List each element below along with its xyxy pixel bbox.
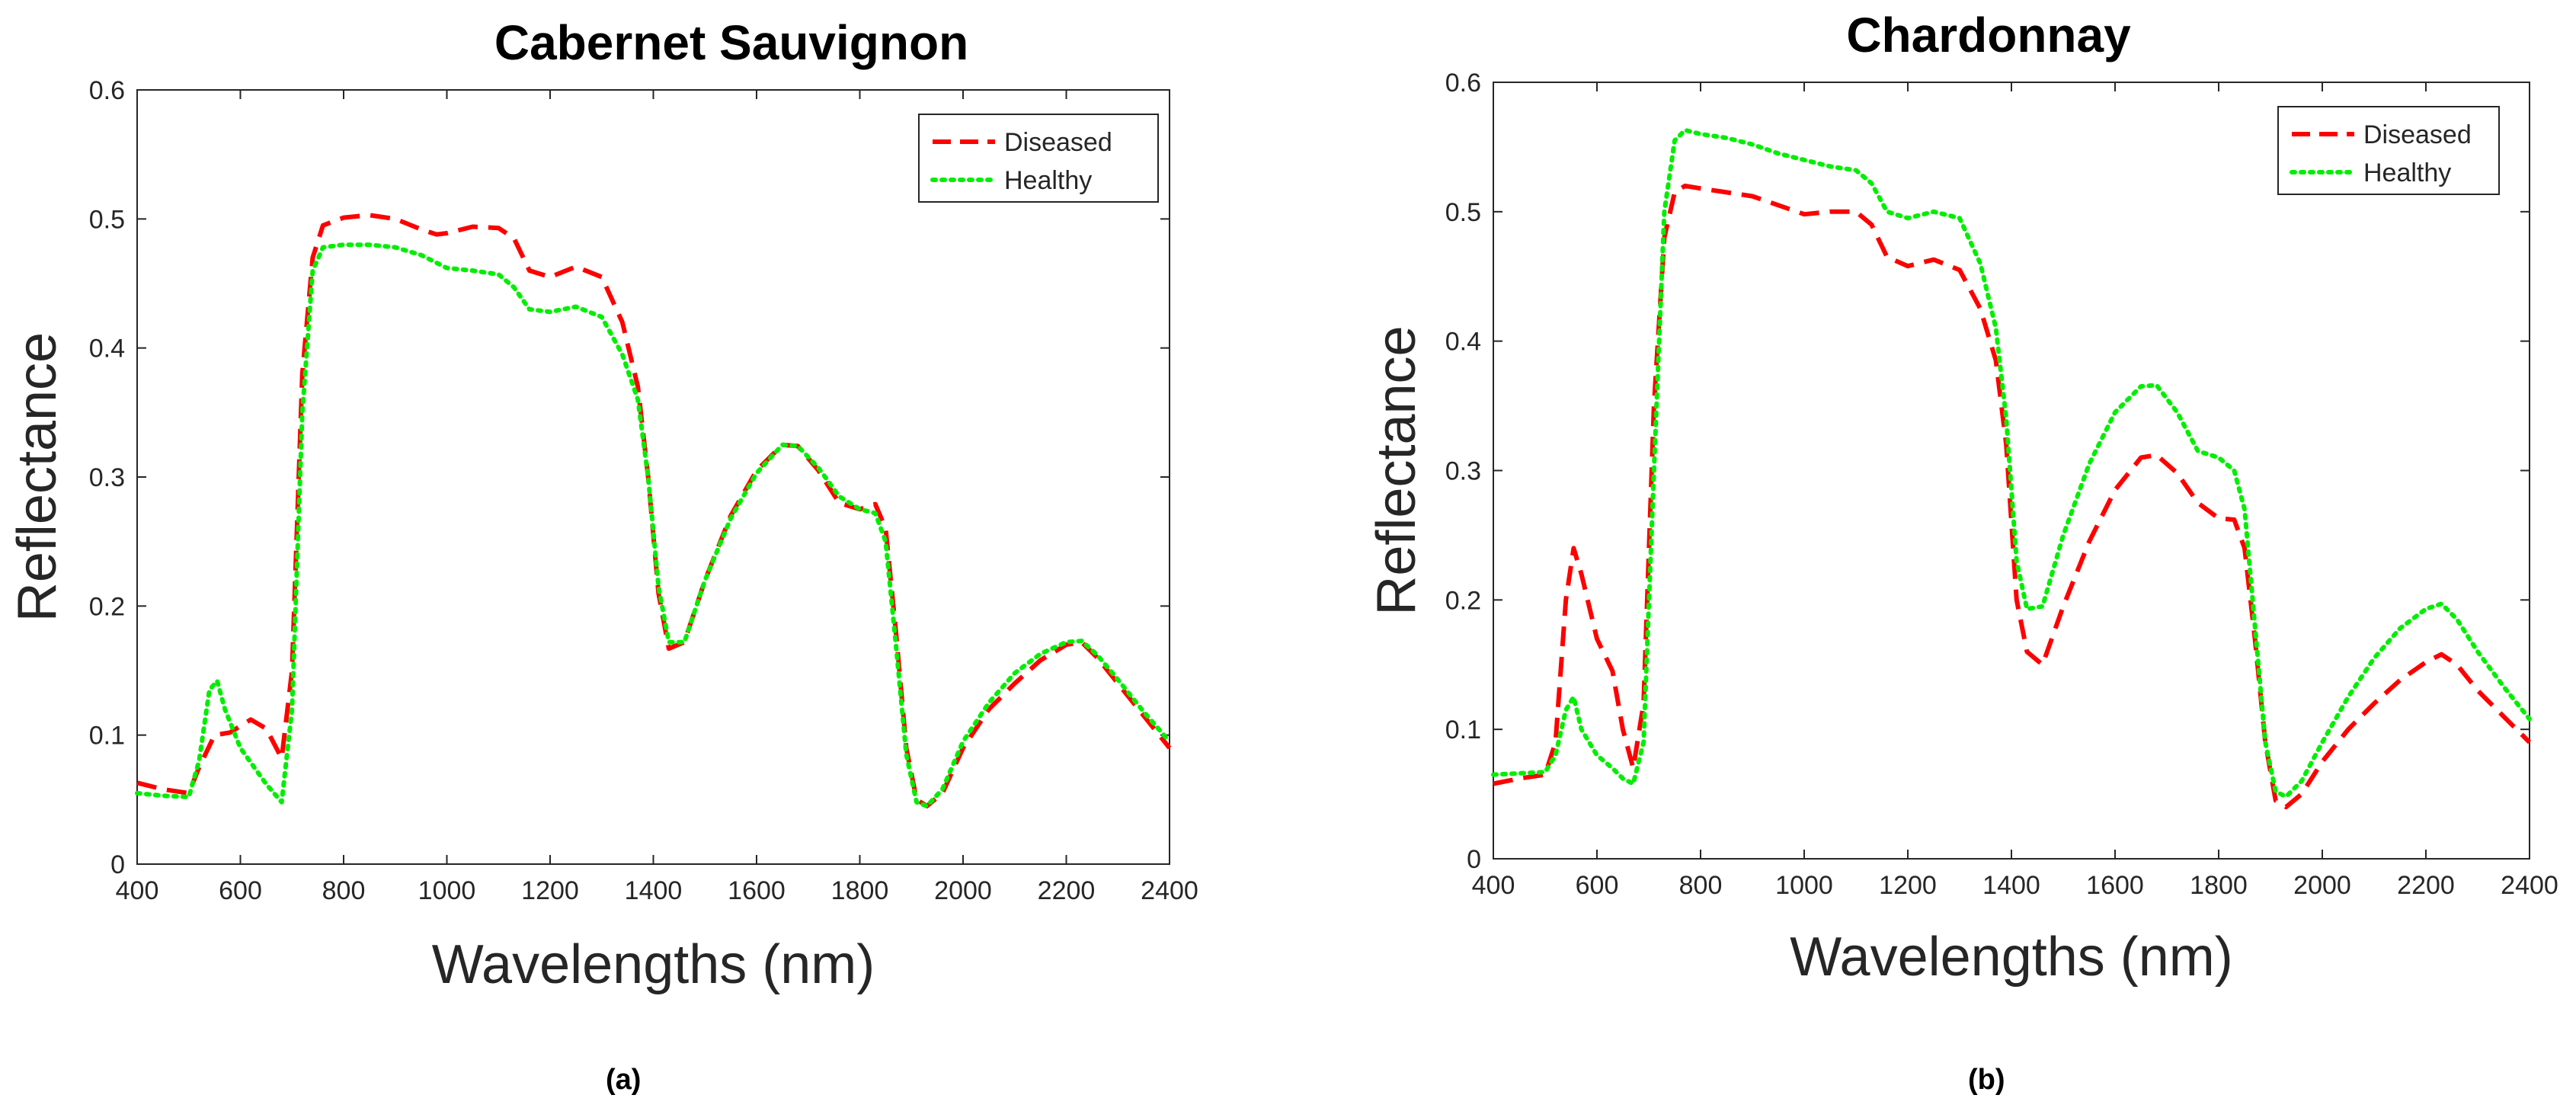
- x-tick-label: 600: [1576, 871, 1619, 900]
- y-tick-label: 0.1: [1445, 716, 1481, 744]
- y-tick-label: 0.1: [89, 722, 125, 751]
- legend-box: [2277, 106, 2500, 195]
- series-line-healthy: [1491, 127, 2532, 799]
- series-line-diseased: [1493, 183, 2532, 810]
- x-tick-label: 2400: [2501, 871, 2558, 900]
- x-tick-label: 1000: [418, 876, 476, 905]
- x-tick-label: 400: [1472, 871, 1515, 900]
- panel-caption-a: (a): [606, 1064, 642, 1096]
- x-tick-label: 600: [219, 876, 262, 905]
- chart-cabernet-sauvignon: 400 600 800 1000 1200 1400 1600 1800 2000 2200 240…: [7, 15, 1198, 995]
- x-tick-label: 1800: [2190, 871, 2248, 900]
- x-tick-label: 400: [116, 876, 159, 905]
- y-tick-label: 0: [1467, 845, 1481, 874]
- legend-label-diseased: Diseased: [2363, 120, 2472, 149]
- x-axis-label: Wavelengths (nm): [1790, 927, 2233, 988]
- x-tick-label: 1200: [521, 876, 579, 905]
- legend-box: [918, 114, 1159, 203]
- y-tick-label: 0.6: [89, 76, 125, 105]
- x-tick-label: 1200: [1879, 871, 1937, 900]
- chart-title: Chardonnay: [1846, 8, 2131, 62]
- y-tick-label: 0.2: [1445, 586, 1481, 615]
- x-tick-label: 2200: [1038, 876, 1096, 905]
- x-tick-label: 2000: [2293, 871, 2351, 900]
- x-tick-label: 1400: [625, 876, 683, 905]
- y-tick-label: 0: [110, 850, 125, 879]
- x-tick-label: 1600: [2086, 871, 2144, 900]
- legend-label-healthy: Healthy: [2363, 158, 2451, 187]
- plot-area: [136, 89, 1170, 865]
- chart-title: Cabernet Sauvignon: [494, 15, 968, 70]
- y-tick-label: 0.3: [89, 463, 125, 492]
- x-tick-label: 1400: [1982, 871, 2040, 900]
- x-tick-label: 2200: [2397, 871, 2455, 900]
- x-tick-label: 2400: [1141, 876, 1198, 905]
- legend-label-healthy: Healthy: [1004, 166, 1092, 195]
- y-tick-label: 0.5: [89, 205, 125, 234]
- panel-caption-b: (b): [1968, 1064, 2005, 1096]
- x-tick-label: 800: [1679, 871, 1723, 900]
- x-tick-label: 1000: [1775, 871, 1833, 900]
- y-tick-label: 0.6: [1445, 69, 1481, 98]
- y-axis-label: Reflectance: [7, 332, 68, 622]
- x-tick-label: 800: [322, 876, 366, 905]
- series-line-healthy: [135, 242, 1172, 808]
- y-tick-label: 0.5: [1445, 198, 1481, 227]
- y-axis-label: Reflectance: [1366, 325, 1427, 615]
- chart-chardonnay: 400 600 800 1000 1200 1400 1600 1800 2000 2200 240…: [1366, 8, 2558, 988]
- y-tick-label: 0.4: [89, 335, 125, 363]
- y-tick-label: 0.4: [1445, 328, 1481, 357]
- x-tick-label: 1600: [728, 876, 786, 905]
- y-tick-label: 0.2: [89, 592, 125, 621]
- x-tick-label: 1800: [831, 876, 889, 905]
- x-axis-label: Wavelengths (nm): [432, 934, 875, 995]
- x-tick-label: 2000: [934, 876, 992, 905]
- legend-label-diseased: Diseased: [1004, 128, 1112, 157]
- y-tick-label: 0.3: [1445, 457, 1481, 486]
